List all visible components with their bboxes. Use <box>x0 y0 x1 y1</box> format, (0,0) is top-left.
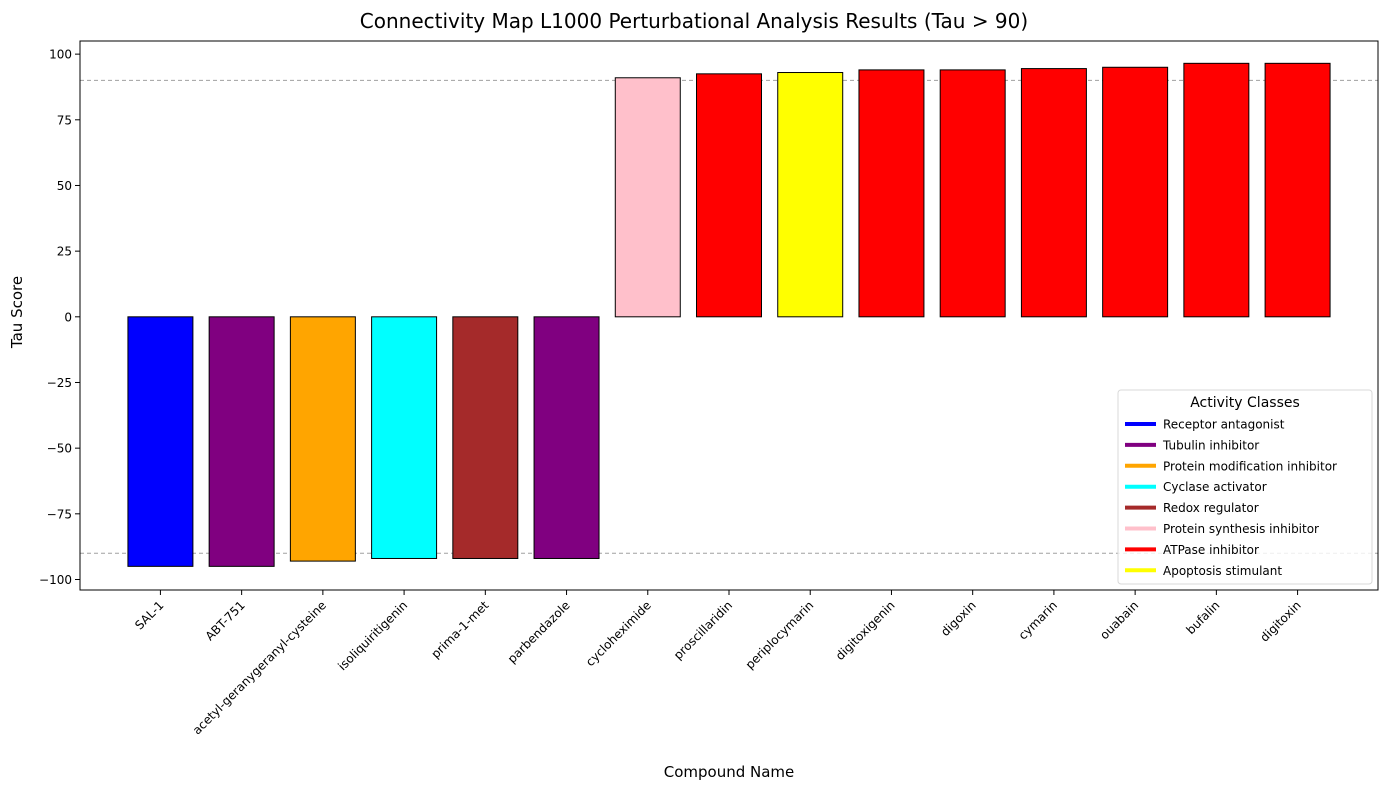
y-axis-label: Tau Score <box>8 276 26 349</box>
legend-label: Cyclase activator <box>1163 480 1267 494</box>
x-tick-label: acetyl-geranygeranyl-cysteine <box>190 598 329 737</box>
legend-label: Apoptosis stimulant <box>1163 564 1282 578</box>
y-tick-label: −100 <box>39 573 72 587</box>
x-tick-label: ABT-751 <box>203 598 248 643</box>
bar-digitoxigenin <box>858 69 925 318</box>
y-tick-label: 50 <box>57 179 72 193</box>
bar-ouabain <box>1102 66 1169 318</box>
y-tick-label: −50 <box>47 442 72 456</box>
y-tick-label: −25 <box>47 376 72 390</box>
bar-periplocymarin <box>777 72 844 318</box>
x-axis-label: Compound Name <box>664 763 795 781</box>
y-tick-label: 100 <box>49 48 72 62</box>
y-tick-label: 25 <box>57 245 72 259</box>
x-tick-label: ouabain <box>1097 598 1141 642</box>
chart-title: Connectivity Map L1000 Perturbational An… <box>360 9 1028 33</box>
bar-digoxin <box>939 69 1006 318</box>
legend-box <box>1117 389 1373 585</box>
bar-bufalin <box>1183 62 1250 318</box>
legend-label: ATPase inhibitor <box>1163 543 1259 557</box>
legend-label: Protein synthesis inhibitor <box>1163 522 1319 536</box>
bar-acetyl-geranygeranyl-cysteine <box>289 316 356 562</box>
bar-proscillaridin <box>696 73 762 318</box>
bar-isoliquiritigenin <box>371 316 438 559</box>
legend-title: Activity Classes <box>1190 395 1300 411</box>
bar-digitoxin <box>1264 62 1331 318</box>
y-tick-label: −75 <box>47 507 72 521</box>
legend: Activity Classes Receptor antagonist Tubul… <box>1117 389 1373 585</box>
x-tick-label: prima-1-met <box>429 598 492 661</box>
bar-cymarin <box>1020 68 1087 318</box>
legend-label: Receptor antagonist <box>1163 418 1285 432</box>
x-tick-label: cycloheximide <box>583 598 654 669</box>
bar-prima-1-met <box>452 316 519 559</box>
y-tick-label: 75 <box>57 113 72 127</box>
bar-ABT-751 <box>208 316 275 567</box>
x-tick-label: SAL-1 <box>132 598 166 632</box>
y-tick-label: 0 <box>64 310 72 324</box>
legend-label: Redox regulator <box>1163 501 1259 515</box>
x-tick-label: digitoxin <box>1257 598 1303 644</box>
x-tick-label: bufalin <box>1184 598 1223 637</box>
x-tick-label: periplocymarin <box>743 598 817 672</box>
bar-cycloheximide <box>614 77 681 318</box>
x-tick-label: parbendazole <box>505 598 573 666</box>
legend-label: Tubulin inhibitor <box>1162 438 1259 452</box>
x-tick-label: isoliquiritigenin <box>335 598 410 673</box>
x-tick-label: proscillaridin <box>671 598 735 662</box>
x-tick-label: digitoxigenin <box>833 598 898 663</box>
bar-SAL-1 <box>127 316 194 567</box>
legend-label: Protein modification inhibitor <box>1163 459 1337 473</box>
x-tick-label: digoxin <box>938 598 979 639</box>
bar-parbendazole <box>533 316 600 559</box>
plot-area <box>80 62 1378 567</box>
x-tick-label: cymarin <box>1016 598 1060 642</box>
